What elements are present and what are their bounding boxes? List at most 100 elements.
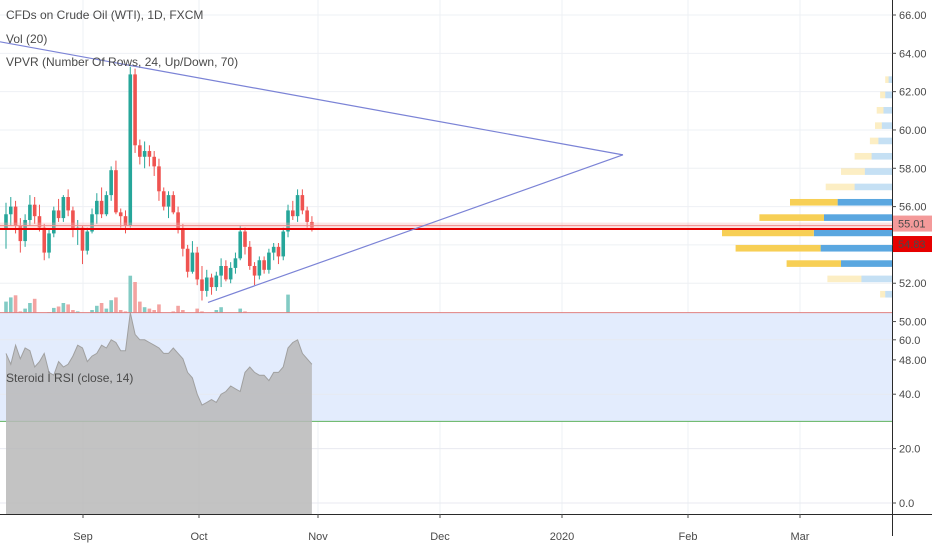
rsi-legend[interactable]: Steroid İ RSI (close, 14) xyxy=(6,371,134,385)
time-tick-label: Oct xyxy=(190,531,207,543)
vpvr-down-bar xyxy=(885,76,889,83)
vpvr-down-bar xyxy=(880,290,886,298)
candle-body xyxy=(23,220,27,242)
vpvr-up-bar xyxy=(888,76,892,83)
candle-body xyxy=(109,170,113,196)
candle-body xyxy=(190,252,195,272)
candle-body xyxy=(271,246,276,253)
candle-body xyxy=(138,145,142,157)
vpvr-up-bar xyxy=(885,91,892,99)
candle-body xyxy=(185,248,190,272)
candle-body xyxy=(123,216,128,226)
candle-body xyxy=(166,195,171,207)
rsi-tick-label: 20.0 xyxy=(899,444,920,456)
vpvr-up-bar xyxy=(824,214,892,221)
volume-legend[interactable]: Vol (20) xyxy=(6,32,48,46)
vpvr-down-bar xyxy=(735,244,821,252)
candle-body xyxy=(224,265,228,280)
vpvr-up-bar xyxy=(871,152,892,160)
vpvr-down-bar xyxy=(880,91,886,99)
candle-body xyxy=(161,191,166,207)
candle-body xyxy=(95,200,99,215)
candle-body xyxy=(257,260,262,276)
vpvr-legend[interactable]: VPVR (Number Of Rows, 24, Up/Down, 70) xyxy=(6,55,239,69)
candle-body xyxy=(295,195,300,217)
lower-trendline xyxy=(207,154,624,303)
vpvr-down-bar xyxy=(790,198,838,206)
candle-body xyxy=(32,204,37,217)
vpvr-up-bar xyxy=(878,137,892,145)
price-tick-label: 56.00 xyxy=(899,202,927,214)
candle-body xyxy=(157,166,161,192)
close-price-tag xyxy=(893,236,932,253)
vpvr-down-bar xyxy=(841,168,865,175)
candle-body xyxy=(18,225,23,242)
candle-body xyxy=(228,267,233,280)
time-tick-label: Dec xyxy=(430,531,450,543)
rsi-tick-label: 40.0 xyxy=(899,389,920,401)
vpvr-up-bar xyxy=(885,290,892,298)
time-tick-label: Feb xyxy=(679,531,698,543)
symbol-legend[interactable]: CFDs on Crude Oil (WTI), 1D, FXCM xyxy=(6,8,204,22)
vpvr-up-bar xyxy=(883,107,892,114)
candle-body xyxy=(204,277,209,291)
vpvr-down-bar xyxy=(827,275,862,283)
candle-body xyxy=(61,197,66,219)
candle-body xyxy=(118,212,123,217)
vpvr-down-bar xyxy=(854,152,872,160)
price-tick-label: 48.00 xyxy=(899,355,927,367)
time-tick-label: Nov xyxy=(308,531,328,543)
candle-body xyxy=(99,200,104,215)
vpvr-up-bar xyxy=(861,275,892,283)
vpvr-up-bar xyxy=(854,183,892,191)
candle-body xyxy=(104,195,109,215)
rsi-tick-label: 0.0 xyxy=(899,498,914,510)
candle-body xyxy=(219,265,223,276)
candle-body xyxy=(13,206,18,226)
time-tick-label: Mar xyxy=(791,531,810,543)
vpvr-up-bar xyxy=(837,198,892,206)
candle-body xyxy=(276,246,281,257)
vpvr-up-bar xyxy=(881,122,892,129)
time-tick-label: Sep xyxy=(73,531,93,543)
vpvr-up-bar xyxy=(813,229,892,237)
candle-body xyxy=(52,210,56,234)
candle-body xyxy=(28,204,32,221)
rsi-area xyxy=(6,312,312,514)
candle-body xyxy=(142,151,147,157)
candle-body xyxy=(4,214,8,230)
candle-body xyxy=(176,212,180,230)
candle-body xyxy=(291,210,295,217)
candle-body xyxy=(214,275,219,288)
candle-body xyxy=(262,260,266,270)
time-tick-label: 2020 xyxy=(550,531,574,543)
candle-body xyxy=(90,214,94,232)
candle-body xyxy=(71,210,75,230)
candle-body xyxy=(114,170,118,213)
vpvr-up-bar xyxy=(820,244,892,252)
candle-body xyxy=(128,74,133,226)
candle-body xyxy=(247,246,252,266)
candle-body xyxy=(243,231,247,247)
candle-body xyxy=(209,277,214,288)
candle-body xyxy=(305,210,309,222)
volume-bar xyxy=(128,275,133,345)
vpvr-down-bar xyxy=(759,214,824,221)
candle-body xyxy=(171,195,176,213)
price-tick-label: 52.00 xyxy=(899,278,927,290)
candle-body xyxy=(56,210,61,219)
candle-body xyxy=(238,231,243,259)
rsi-tick-label: 60.0 xyxy=(899,335,920,347)
candle-body xyxy=(133,74,137,146)
price-tick-label: 50.00 xyxy=(899,317,927,329)
candle-body xyxy=(80,227,85,251)
vpvr-down-bar xyxy=(875,122,882,129)
candle-body xyxy=(195,252,199,280)
last-price-tag xyxy=(893,215,932,232)
candle-body xyxy=(310,221,314,228)
candle-body xyxy=(267,252,271,270)
candle-body xyxy=(233,258,238,268)
candle-body xyxy=(300,195,305,211)
